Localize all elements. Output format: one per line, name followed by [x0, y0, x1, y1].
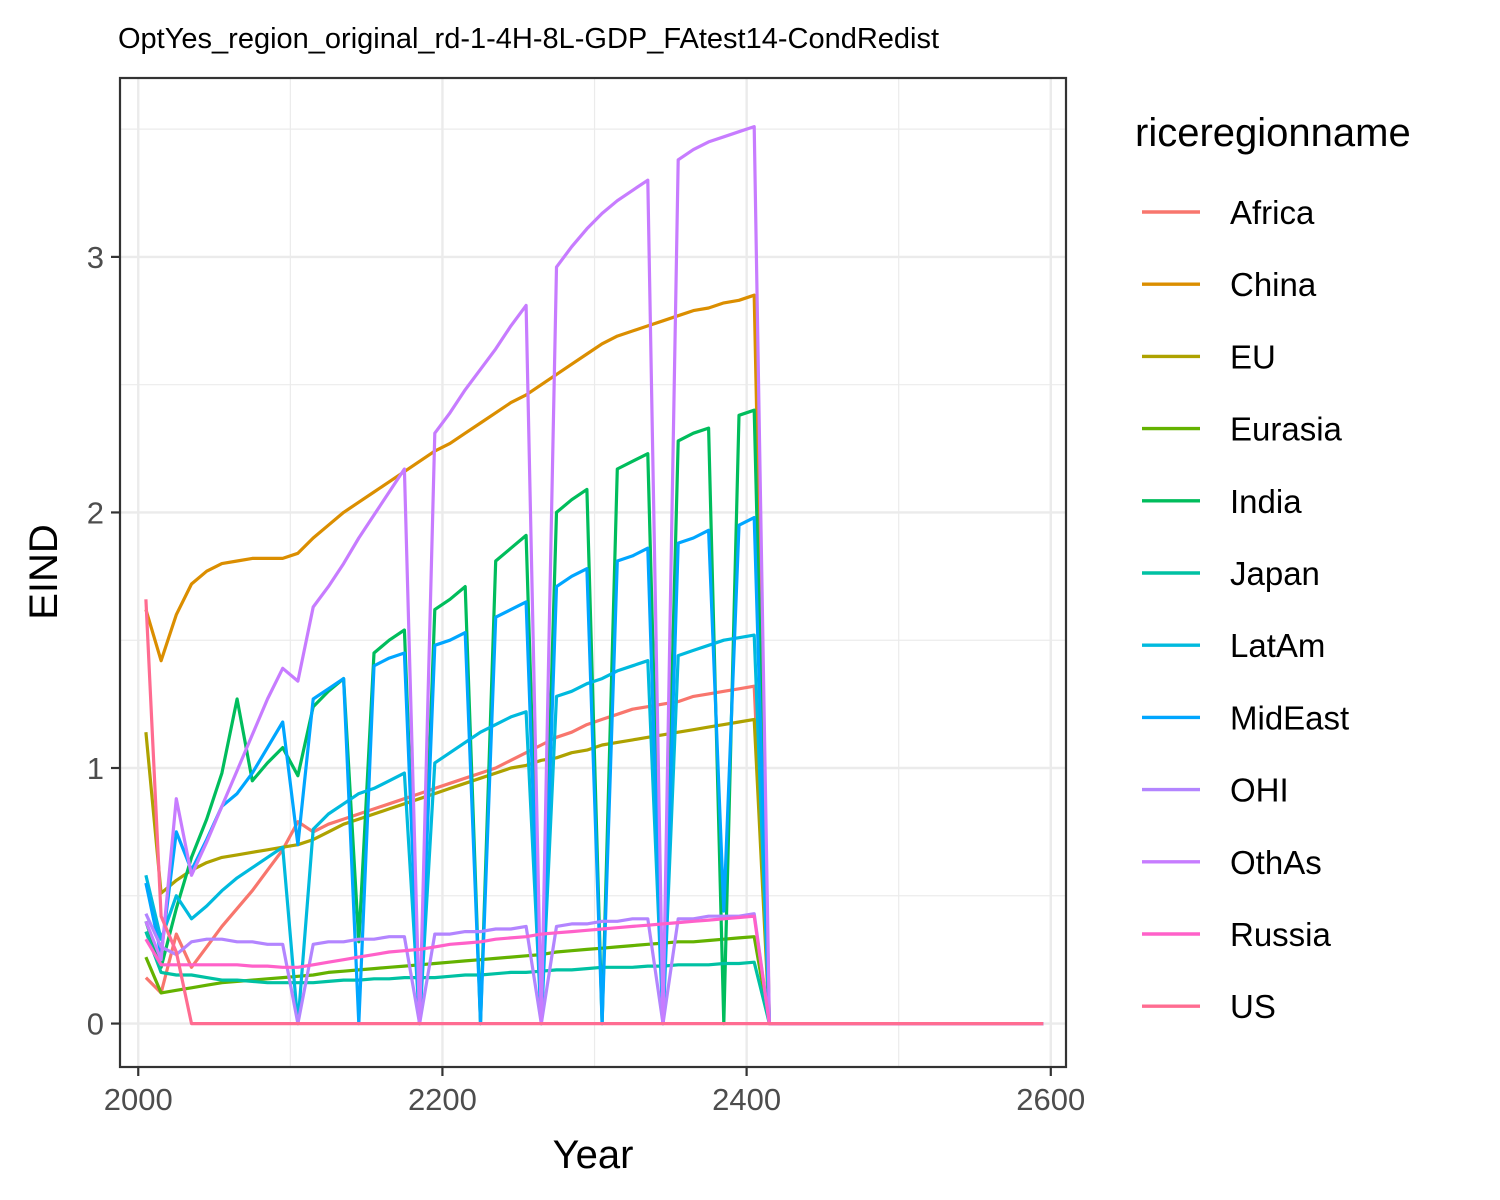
series-line-china	[144, 293, 1044, 1026]
series-line-latam	[144, 633, 1044, 1026]
legend: Africa China EU Eurasia India Japan LatAm MidEa…	[1142, 194, 1349, 1025]
legend-label-africa: Africa	[1230, 194, 1315, 231]
series-line-india	[144, 408, 1044, 1026]
plot-panel-border	[118, 76, 1068, 1069]
series-line-russia	[144, 914, 1044, 1026]
y-tick-label: 2	[87, 495, 104, 530]
legend-title: riceregionname	[1135, 111, 1411, 155]
series-line-ohi	[144, 912, 1044, 1026]
y-tick-label: 1	[87, 751, 104, 786]
chart-title: OptYes_region_original_rd-1-4H-8L-GDP_FA…	[118, 23, 939, 55]
legend-label-othas: OthAs	[1230, 844, 1322, 881]
series-line-us	[144, 599, 1044, 1026]
legend-label-japan: Japan	[1230, 555, 1320, 592]
legend-label-us: US	[1230, 988, 1276, 1025]
y-tick-label: 0	[87, 1007, 104, 1042]
x-tick-label: 2000	[104, 1082, 173, 1117]
x-tick-label: 2400	[712, 1082, 781, 1117]
x-tick-label: 2200	[408, 1082, 477, 1117]
legend-label-eurasia: Eurasia	[1230, 411, 1343, 448]
series-line-othas	[144, 124, 1044, 1026]
x-axis: 2000 2200 2400 2600	[104, 1067, 1085, 1117]
y-axis: 0 1 2 3	[87, 240, 120, 1042]
plot-panel-background	[120, 78, 1066, 1067]
y-tick-label: 3	[87, 240, 104, 275]
series-lines	[144, 124, 1044, 1026]
legend-label-ohi: OHI	[1230, 772, 1289, 809]
legend-label-russia: Russia	[1230, 916, 1332, 953]
y-axis-title: EIND	[22, 524, 66, 620]
x-tick-label: 2600	[1016, 1082, 1085, 1117]
legend-label-eu: EU	[1230, 338, 1276, 375]
legend-label-latam: LatAm	[1230, 627, 1325, 664]
legend-label-india: India	[1230, 483, 1302, 520]
legend-label-mideast: MidEast	[1230, 699, 1349, 736]
series-line-eu	[144, 717, 1044, 1026]
series-line-mideast	[144, 515, 1044, 1026]
legend-label-china: China	[1230, 266, 1317, 303]
x-axis-title: Year	[553, 1133, 634, 1177]
series-line-japan	[144, 931, 1044, 1026]
series-line-africa	[144, 684, 1044, 1026]
